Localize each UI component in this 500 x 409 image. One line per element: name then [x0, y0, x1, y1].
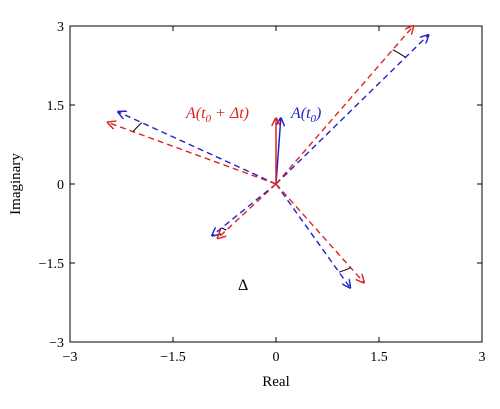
x-tick-label: 0 [273, 350, 280, 365]
x-tick-label: −1.5 [160, 350, 185, 365]
rotation-arc-2 [132, 122, 143, 132]
y-tick-label: −1.5 [39, 257, 64, 272]
series-red [108, 26, 414, 282]
red-component-vector-4 [275, 183, 364, 282]
y-tick-label: 0 [57, 178, 64, 193]
blue-component-vector-3 [212, 183, 277, 236]
x-tick-label: −3 [63, 350, 78, 365]
red-component-vector-3 [218, 183, 277, 238]
x-axis-label: Real [262, 374, 290, 390]
rotation-arc-1 [392, 49, 406, 58]
annotation-delta: Δ [238, 277, 248, 294]
blue-component-vector-1 [275, 35, 428, 185]
y-tick-label: 3 [57, 20, 64, 35]
series-layer [108, 26, 429, 288]
blue-sum-vector [275, 118, 281, 185]
y-tick-label: 1.5 [47, 99, 65, 114]
series-blue [118, 35, 428, 288]
rotation-arcs [132, 49, 406, 273]
axis-ticks: −3 −1.5 0 1.5 3 −3 −1.5 0 1.5 3 [39, 20, 486, 365]
blue-component-vector-4 [275, 183, 350, 288]
red-component-vector-1 [275, 26, 413, 185]
rotation-arc-3 [221, 227, 227, 231]
y-axis-label: Imaginary [8, 153, 24, 215]
x-tick-label: 3 [479, 350, 486, 365]
blue-component-vector-2 [118, 112, 277, 185]
annotation-blue-sum: A(t0) [290, 105, 321, 125]
annotation-red-sum: A(t0 + Δt) [185, 105, 249, 125]
y-tick-label: −3 [49, 336, 64, 351]
x-tick-label: 1.5 [370, 350, 388, 365]
rotation-arc-4 [338, 267, 351, 273]
